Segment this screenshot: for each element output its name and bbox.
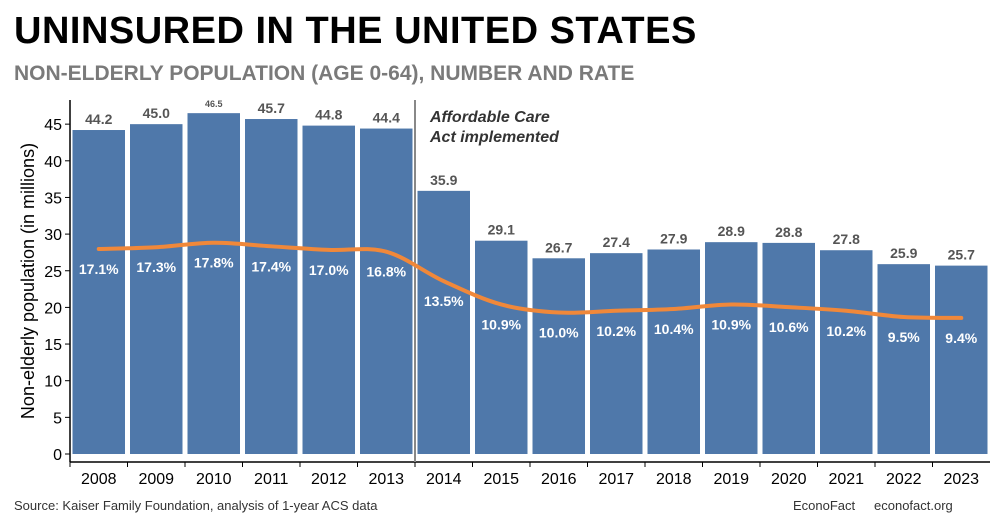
bar-value-label: 44.8 [315, 107, 342, 123]
x-tick-label-2013: 2013 [368, 471, 404, 488]
chart-title: UNINSURED IN THE UNITED STATES [14, 10, 697, 52]
x-tick-label-2011: 2011 [254, 471, 289, 488]
y-tick-label: 40 [44, 154, 62, 171]
rate-value-label: 16.8% [366, 264, 406, 280]
bar-value-label: 27.9 [660, 230, 687, 246]
rate-value-label: 10.9% [711, 316, 751, 332]
bar-value-label: 28.8 [775, 224, 802, 240]
y-tick-label: 35 [44, 190, 62, 207]
x-tick-label-2012: 2012 [311, 471, 347, 488]
bar-2023 [935, 265, 988, 454]
site-label: econofact.org [874, 498, 953, 513]
aca-annotation-line: Affordable Care [429, 109, 550, 126]
bar-value-label: 27.4 [603, 234, 630, 250]
bar-2009 [130, 124, 183, 455]
rate-value-label: 9.5% [888, 329, 920, 345]
bar-value-label: 45.7 [258, 100, 285, 116]
y-tick-label: 45 [44, 117, 62, 134]
bar-2012 [302, 125, 355, 454]
x-tick-label-2017: 2017 [598, 471, 634, 488]
bar-value-label: 25.7 [948, 247, 975, 263]
y-tick-label: 15 [44, 337, 62, 354]
bar-value-label: 35.9 [430, 172, 457, 188]
y-tick-label: 30 [44, 227, 62, 244]
rate-value-label: 17.8% [194, 255, 234, 271]
bar-2020 [762, 242, 815, 454]
rate-value-label: 9.4% [945, 330, 977, 346]
rate-value-label: 10.4% [654, 321, 694, 337]
x-tick-label-2015: 2015 [483, 471, 519, 488]
rate-value-label: 10.2% [596, 323, 636, 339]
y-tick-label: 0 [53, 447, 62, 464]
x-tick-label-2016: 2016 [541, 471, 577, 488]
bar-2021 [820, 250, 873, 454]
bar-2011 [245, 119, 298, 455]
bar-value-label: 27.8 [833, 231, 860, 247]
rate-value-label: 17.1% [79, 261, 119, 277]
bar-value-label: 46.5 [205, 99, 223, 109]
bar-value-label: 26.7 [545, 239, 572, 255]
bar-2022 [877, 264, 930, 454]
x-tick-label-2020: 2020 [771, 471, 807, 488]
rate-value-label: 10.6% [769, 319, 809, 335]
bar-2019 [705, 242, 758, 454]
x-tick-label-2008: 2008 [81, 471, 117, 488]
y-tick-label: 5 [53, 410, 62, 427]
bar-2015 [475, 240, 528, 454]
x-tick-label-2014: 2014 [426, 471, 462, 488]
y-axis-title: Non-elderly population (in millions) [18, 143, 38, 419]
y-tick-label: 10 [44, 374, 62, 391]
bar-2008 [72, 130, 125, 455]
bar-2014 [417, 190, 470, 454]
rate-line [96, 240, 964, 320]
aca-annotation-line: Act implemented [429, 129, 560, 146]
x-tick-label-2023: 2023 [943, 471, 979, 488]
x-tick-label-2022: 2022 [886, 471, 922, 488]
bar-2018 [647, 249, 700, 454]
chart-subtitle: NON-ELDERLY POPULATION (AGE 0-64), NUMBE… [14, 62, 635, 85]
x-tick-label-2019: 2019 [713, 471, 749, 488]
bar-value-label: 25.9 [890, 245, 917, 261]
rate-value-label: 17.4% [251, 258, 291, 274]
x-tick-label-2010: 2010 [196, 471, 232, 488]
rate-value-label: 10.2% [826, 323, 866, 339]
rate-value-label: 17.3% [136, 259, 176, 275]
rate-value-label: 13.5% [424, 293, 464, 309]
x-tick-label-2009: 2009 [138, 471, 174, 488]
bar-value-label: 28.9 [718, 223, 745, 239]
bar-value-label: 44.2 [85, 111, 112, 127]
brand-label: EconoFact [793, 498, 856, 513]
y-tick-label: 25 [44, 264, 62, 281]
bar-2017 [590, 253, 643, 454]
rate-value-label: 10.0% [539, 325, 579, 341]
bar-value-label: 45.0 [143, 105, 170, 121]
x-tick-label-2018: 2018 [656, 471, 692, 488]
bar-value-label: 29.1 [488, 222, 515, 238]
bar-2010 [187, 113, 240, 454]
x-tick-label-2021: 2021 [828, 471, 864, 488]
source-note: Source: Kaiser Family Foundation, analys… [14, 498, 378, 513]
bar-2013 [360, 128, 413, 454]
y-tick-label: 20 [44, 300, 62, 317]
rate-value-label: 10.9% [481, 316, 521, 332]
rate-value-label: 17.0% [309, 262, 349, 278]
bar-value-label: 44.4 [373, 110, 400, 126]
bar-2016 [532, 258, 585, 454]
